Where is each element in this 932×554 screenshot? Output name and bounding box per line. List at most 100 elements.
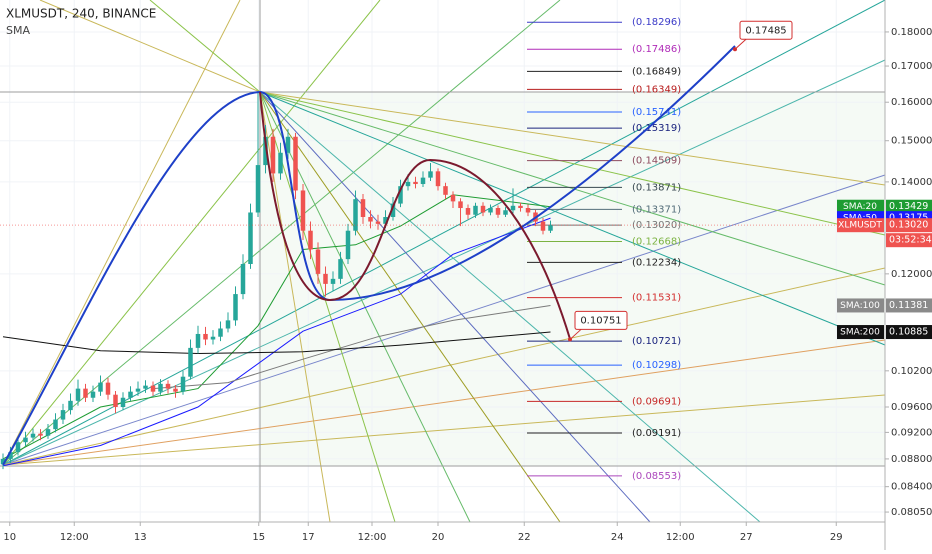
candle-body	[518, 205, 523, 209]
candle-body	[143, 385, 148, 389]
candle-body	[435, 171, 441, 187]
candle-body	[105, 382, 111, 395]
candle-body	[443, 186, 448, 195]
candle-body	[510, 205, 516, 211]
x-tick-label: 27	[740, 532, 753, 543]
fan-line	[2, 174, 886, 466]
candle-body	[255, 165, 261, 213]
fib-label: (0.12234)	[632, 257, 681, 268]
candle-body	[195, 333, 201, 348]
candle-body	[525, 208, 531, 213]
badge-name: SMA:20	[843, 202, 877, 212]
fib-label: (0.13871)	[632, 182, 681, 193]
candle-body	[390, 203, 396, 217]
candle-body	[0, 458, 6, 465]
candle-body	[495, 208, 501, 215]
countdown: 03:52:34	[889, 235, 932, 246]
fib-label: (0.10298)	[632, 360, 681, 371]
badge-value-box	[886, 218, 932, 233]
candle-body	[75, 388, 81, 401]
badge-name: SMA:100	[840, 301, 880, 311]
fan-line	[149, 0, 261, 93]
candle-body	[375, 221, 381, 224]
y-tick-label: 0.09600	[891, 402, 932, 413]
callout-arrow	[734, 38, 747, 50]
candle-body	[360, 199, 366, 217]
badge-name: SMA:200	[840, 328, 880, 338]
projection-curve	[259, 91, 571, 340]
y-tick-label: 0.12000	[891, 269, 932, 280]
badge-name-box	[837, 199, 884, 214]
candle-body	[540, 221, 546, 231]
candle-body	[480, 205, 486, 213]
fan-line	[39, 0, 261, 93]
candle-body	[548, 225, 553, 231]
x-tick-label: 10	[3, 532, 16, 543]
candle-body	[113, 394, 118, 407]
candle-body	[398, 186, 403, 204]
fib-label: (0.16349)	[632, 84, 681, 95]
candle-body	[38, 433, 43, 436]
candle-body	[345, 230, 351, 260]
y-tick-label: 0.09200	[891, 427, 932, 438]
candle-body	[165, 383, 171, 389]
y-tick-label: 0.17000	[891, 61, 932, 72]
badge-value: 0.13429	[889, 201, 928, 212]
candle-body	[188, 347, 193, 377]
candle-body	[465, 208, 471, 215]
y-tick-label: 0.15000	[891, 136, 932, 147]
badge-value: 0.10885	[889, 327, 928, 338]
badge-name: XLMUSDT	[838, 221, 882, 231]
badge-value-box	[886, 298, 932, 313]
candle-body	[458, 201, 463, 209]
fib-label: (0.15319)	[632, 123, 681, 134]
candle-body	[368, 216, 373, 222]
badge-name-box	[837, 325, 884, 340]
y-tick-label: 0.10200	[891, 366, 932, 377]
fan-line	[259, 91, 886, 236]
candle-body	[240, 263, 246, 295]
x-tick-label: 15	[252, 532, 265, 543]
badge-name-box	[837, 298, 884, 313]
candle-body	[218, 328, 223, 337]
fib-label: (0.11531)	[632, 293, 681, 304]
fib-label: (0.10721)	[632, 336, 681, 347]
badge-value: 0.13020	[889, 220, 928, 231]
badge-value-box	[886, 199, 932, 214]
x-tick-label: 29	[830, 532, 843, 543]
x-tick-label: 13	[134, 532, 147, 543]
fan-line	[2, 339, 886, 466]
candle-body	[180, 376, 186, 392]
x-tick-label: 12:00	[358, 532, 387, 543]
x-tick-label: 12:00	[60, 532, 89, 543]
badge-value: 0.13175	[889, 213, 928, 224]
x-tick-label: 22	[518, 532, 531, 543]
fib-label: (0.18296)	[632, 17, 681, 28]
candle-body	[330, 278, 336, 284]
candle-body	[323, 273, 328, 284]
candle-body	[203, 333, 208, 340]
y-tick-label: 0.08400	[891, 482, 932, 493]
fib-label: (0.16849)	[632, 66, 681, 77]
candle-body	[300, 190, 306, 231]
fan-line	[2, 394, 886, 466]
candle-body	[128, 391, 133, 398]
candle-body	[173, 388, 178, 392]
callout-box	[574, 310, 628, 330]
candle-body	[383, 216, 388, 224]
fib-label: (0.12668)	[632, 237, 681, 248]
candle-body	[450, 194, 456, 202]
x-tick-label: 24	[611, 532, 624, 543]
candle-body	[263, 136, 268, 166]
fib-label: (0.14509)	[632, 156, 681, 167]
y-tick-label: 0.14000	[891, 177, 932, 188]
fan-line	[259, 91, 886, 186]
candle-body	[45, 429, 51, 436]
candle-body	[53, 419, 58, 430]
x-tick-label: 12:00	[666, 532, 695, 543]
fib-label: (0.08553)	[632, 471, 681, 482]
callout-label: 0.17485	[745, 25, 786, 36]
candle-body	[285, 136, 291, 153]
chart-title: XLMUSDT, 240, BINANCE	[6, 7, 156, 21]
candle-body	[23, 437, 28, 443]
